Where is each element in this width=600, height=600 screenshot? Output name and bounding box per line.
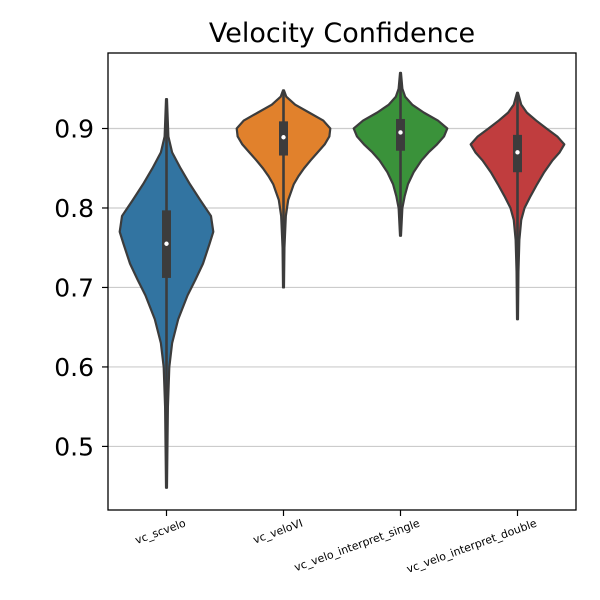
plot-frame [107, 52, 577, 511]
violin-iqr-box [396, 118, 405, 151]
violin-vc_scvelo [118, 98, 215, 489]
y-tick-label: 0.7 [54, 273, 94, 302]
y-tick-label: 0.5 [54, 432, 94, 461]
violin-median-point [281, 135, 286, 140]
y-axis: 0.5 0.6 0.7 0.8 0.9 [54, 115, 108, 461]
violin-vc_velo_interpret_single [352, 71, 449, 237]
y-tick-label: 0.8 [54, 194, 94, 223]
violin-vc_veloVI [235, 89, 332, 289]
violin-median-point [398, 130, 403, 135]
violin-vc_velo_interpret_double [469, 91, 566, 321]
violins [118, 71, 566, 489]
violin-median-point [164, 241, 169, 246]
y-tick-label: 0.6 [54, 353, 94, 382]
violin-median-point [515, 150, 520, 155]
chart-title: Velocity Confidence [209, 18, 475, 49]
y-tick-label: 0.9 [54, 115, 94, 144]
